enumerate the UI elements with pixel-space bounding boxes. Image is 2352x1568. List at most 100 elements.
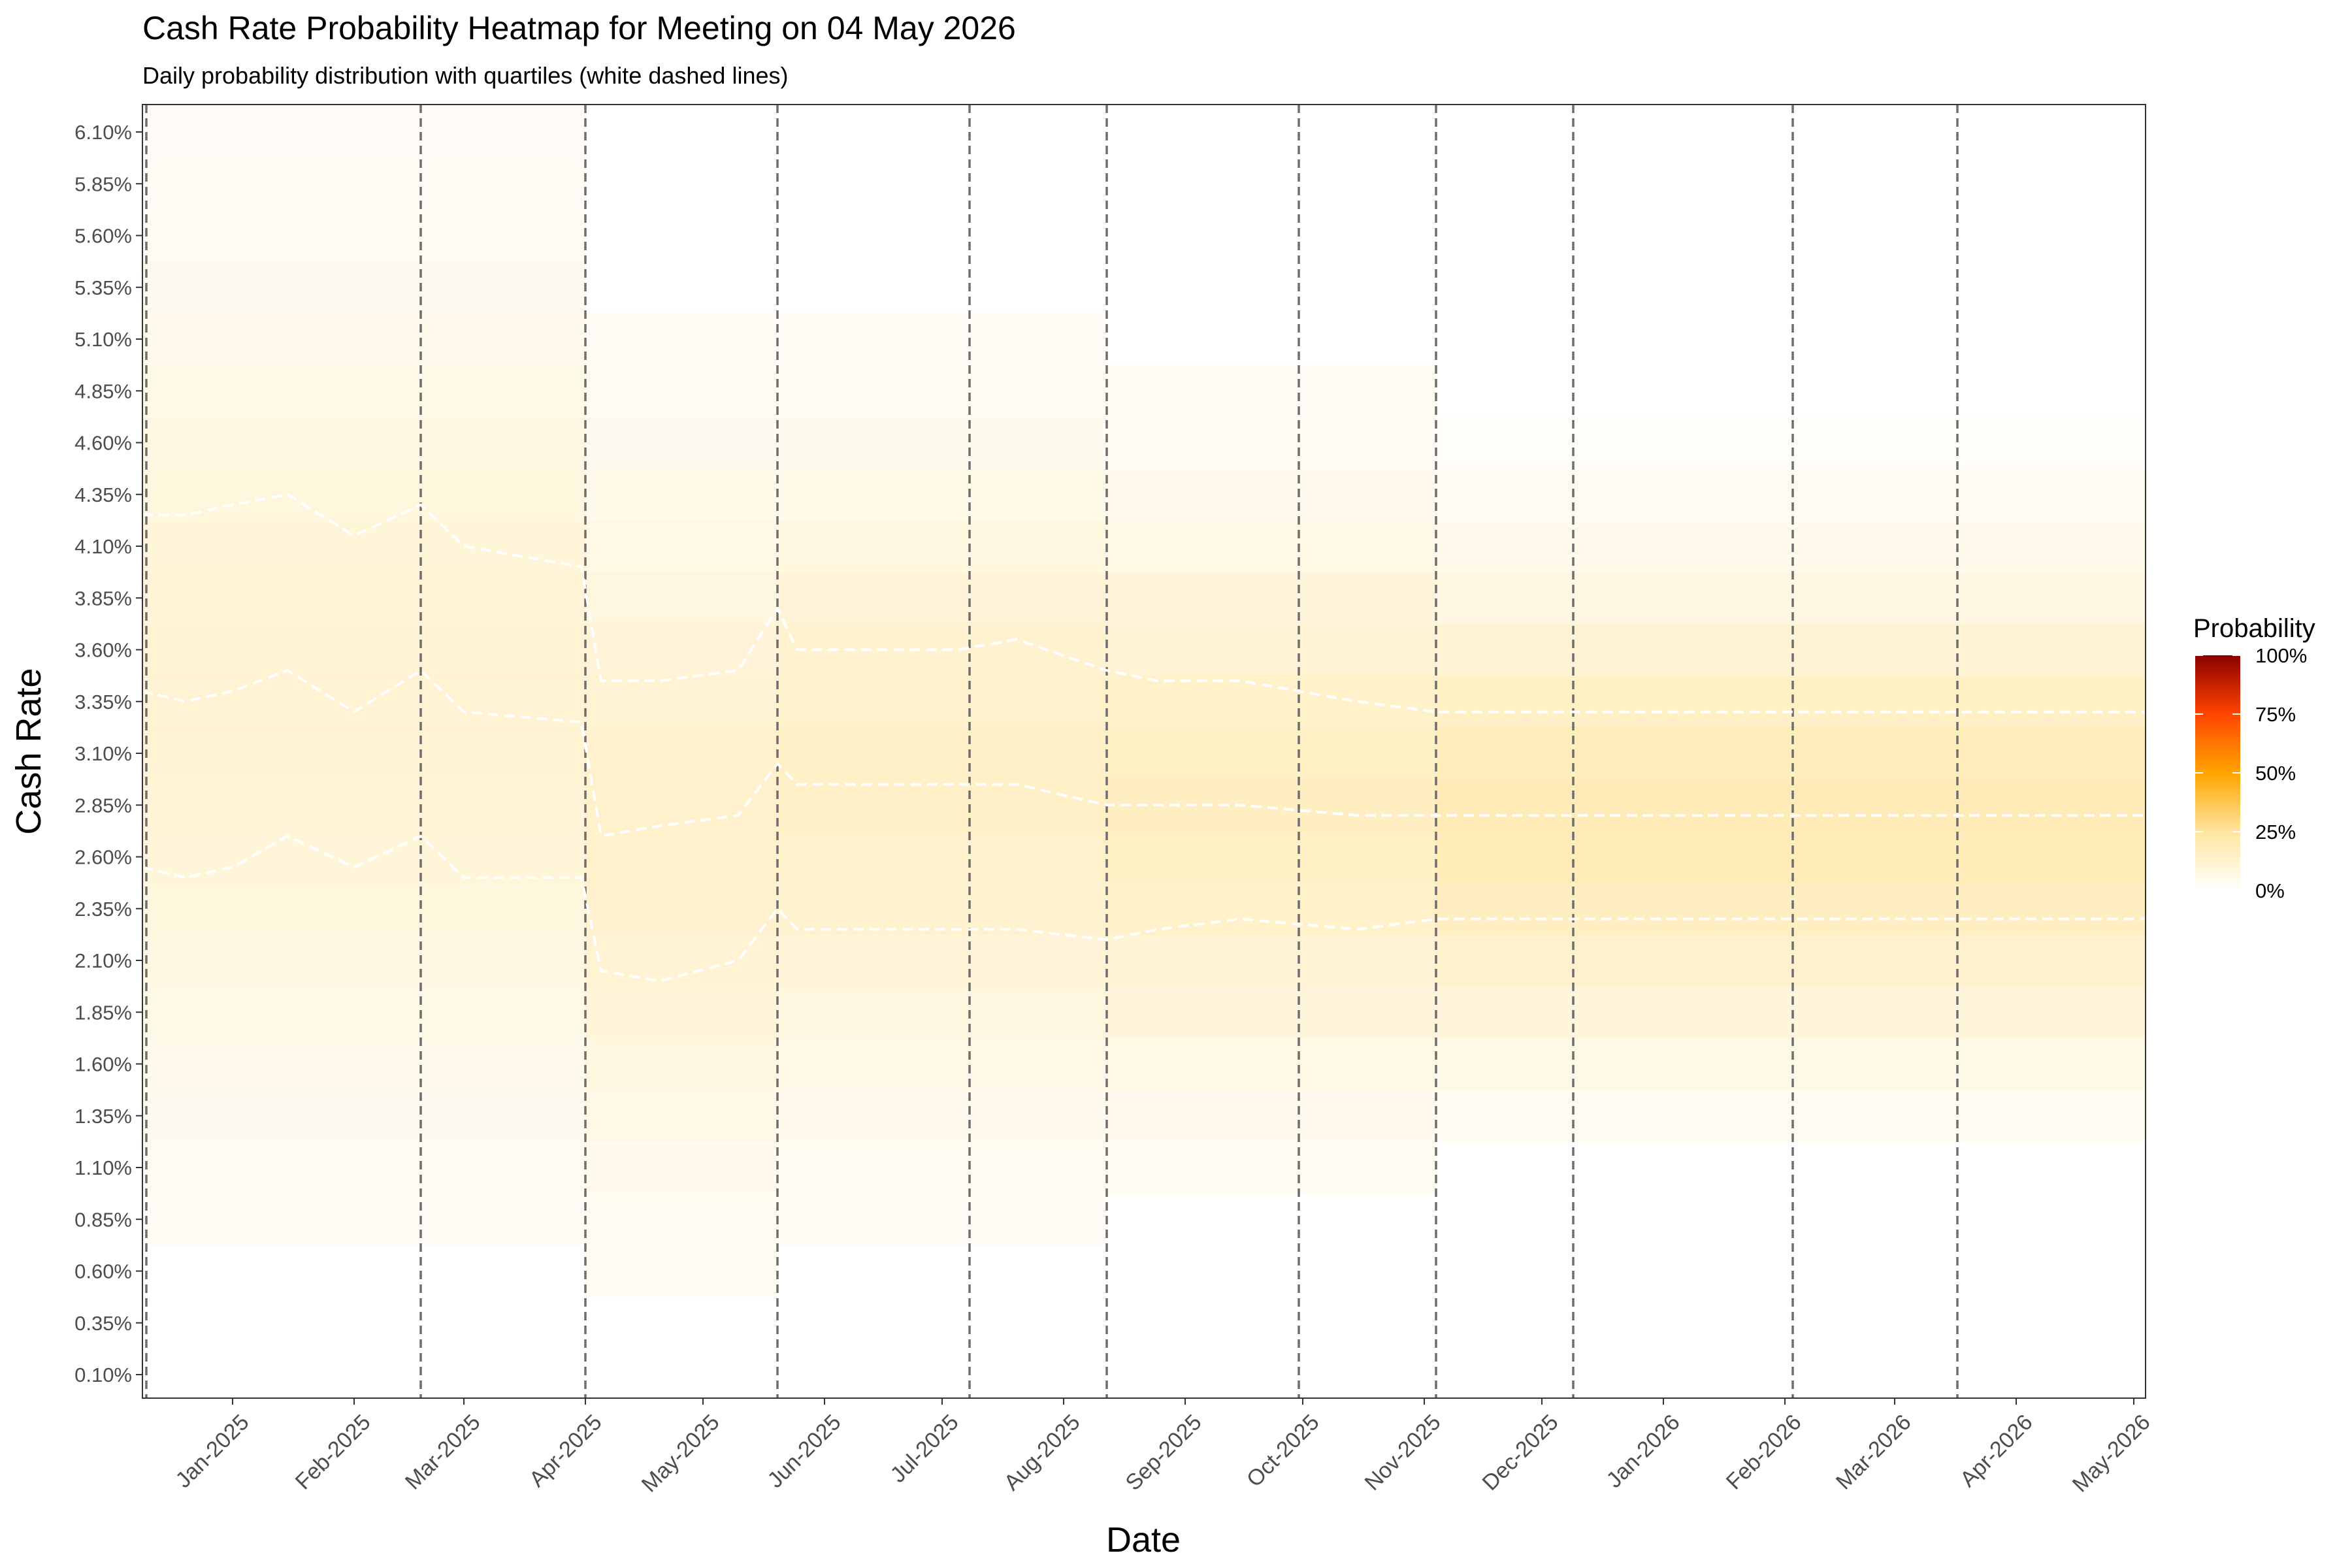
x-axis-ticks: Jan-2025 Feb-2025 Mar-2025 Apr-2025 May-2025… [171,1398,2155,1497]
heat-tile [777,416,1107,469]
heat-tile [142,157,586,210]
heat-tile [142,883,586,935]
heat-tile [585,313,778,366]
heat-tile [142,313,586,366]
heat-tile [585,572,778,625]
heat-tile [777,727,1107,780]
y-tick-label: 2.10% [74,949,132,972]
heat-tile [585,1090,778,1142]
heat-tile [1107,830,1437,883]
heat-tile [585,779,778,832]
heat-tile [585,830,778,883]
heat-tile [777,934,1107,987]
legend-tick-label: 50% [2255,762,2296,785]
y-tick-label: 5.10% [74,328,132,351]
x-tick-label: Oct-2025 [1242,1410,1324,1492]
heat-tile [142,209,586,262]
y-tick-label: 3.10% [74,742,132,765]
heat-tile [777,1193,1107,1246]
heat-tile [142,365,586,417]
heat-tile [1107,1037,1437,1090]
legend-tick-label: 25% [2255,821,2296,843]
heat-tile [777,520,1107,573]
heat-tile [777,883,1107,935]
heat-tile [1107,1090,1437,1142]
y-tick-label: 0.10% [74,1364,132,1386]
plot-panel-border [142,104,2146,1399]
heat-tile [1436,830,2146,883]
legend-tick-label: 0% [2255,879,2285,902]
x-tick-label: Aug-2025 [999,1410,1085,1495]
legend: Probability 100% 75% 50% 25% 0% [2193,614,2315,902]
x-tick-label: Nov-2025 [1360,1410,1446,1495]
x-tick-label: May-2026 [2068,1410,2155,1497]
legend-tick-label: 100% [2255,644,2307,667]
y-tick-label: 2.35% [74,898,132,921]
heat-tile [585,727,778,780]
heat-tile [142,830,586,883]
y-tick-label: 1.85% [74,1001,132,1024]
y-tick-label: 4.60% [74,432,132,455]
heat-tile [1436,986,2146,1039]
x-tick-label: Apr-2026 [1955,1410,2038,1492]
heat-tile [142,1193,586,1246]
legend-title: Probability [2193,614,2315,643]
heat-tile [585,1193,778,1246]
heatmap-tiles [142,106,2146,1298]
y-tick-label: 1.35% [74,1105,132,1128]
heat-tile [142,416,586,469]
y-tick-label: 0.35% [74,1312,132,1335]
heat-tile [585,883,778,935]
heat-tile [1436,1090,2146,1142]
heat-tile [1436,1037,2146,1090]
y-axis-ticks: 0.10% 0.35% 0.60% 0.85% 1.10% 1.35% 1.60% 1.85%… [74,121,142,1386]
x-tick-label: Mar-2025 [400,1410,485,1495]
y-tick-label: 5.35% [74,276,132,299]
heat-tile [777,572,1107,625]
y-tick-label: 0.60% [74,1260,132,1283]
heat-tile [585,623,778,676]
heat-tile [1107,365,1437,417]
heat-tile [777,365,1107,417]
x-tick-label: Dec-2025 [1478,1410,1563,1495]
y-tick-label: 4.35% [74,483,132,506]
heat-tile [585,468,778,521]
x-tick-label: Mar-2026 [1831,1410,1916,1495]
heat-tile [777,676,1107,728]
heat-tile [142,727,586,780]
quartile-line-q3 [142,493,2146,713]
heat-tile [1436,779,2146,832]
heat-tile [777,313,1107,366]
heat-tile [142,520,586,573]
heat-tile [142,1090,586,1142]
x-tick-label: May-2025 [637,1410,725,1497]
y-tick-label: 2.60% [74,846,132,869]
heat-tile [142,623,586,676]
heat-tile [777,779,1107,832]
heat-tile [1107,676,1437,728]
y-tick-label: 3.35% [74,691,132,713]
heat-tile [1436,676,2146,728]
y-tick-label: 0.85% [74,1208,132,1231]
heat-tile [1436,883,2146,935]
chart-title: Cash Rate Probability Heatmap for Meetin… [142,10,1016,46]
legend-ticks: 100% 75% 50% 25% 0% [2195,644,2307,902]
y-tick-label: 1.10% [74,1156,132,1179]
heat-tile [1436,934,2146,987]
heat-tile [777,1141,1107,1194]
heat-tile [1436,727,2146,780]
heat-tile [585,1141,778,1194]
heat-tile [1107,572,1437,625]
heat-tile [585,934,778,987]
heat-tile [1107,934,1437,987]
y-tick-label: 4.85% [74,380,132,402]
heat-tile [777,623,1107,676]
x-tick-label: Jan-2026 [1602,1410,1685,1493]
heat-tile [585,1245,778,1298]
y-tick-label: 2.85% [74,794,132,817]
heat-tile [1107,520,1437,573]
heat-tile [585,676,778,728]
chart-subtitle: Daily probability distribution with quar… [142,62,788,89]
x-tick-label: Jan-2025 [171,1410,254,1493]
